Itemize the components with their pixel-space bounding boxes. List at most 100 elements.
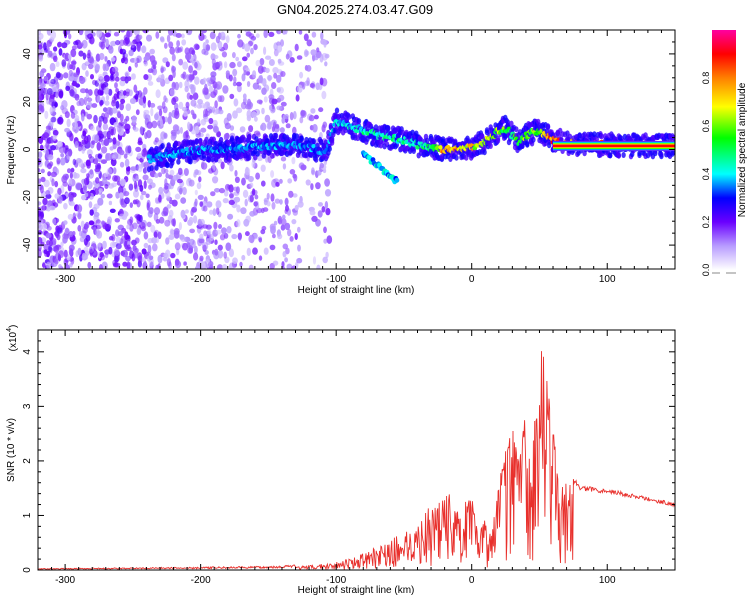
snr-scale-factor: (x104) (6, 325, 19, 352)
noise-blob (253, 44, 258, 51)
noise-blob (199, 233, 204, 240)
noise-blob (94, 88, 100, 97)
noise-blob (102, 177, 108, 186)
noise-blob (39, 184, 44, 194)
ridge-halo (190, 140, 196, 147)
noise-blob (138, 34, 143, 40)
noise-blob (303, 33, 309, 42)
noise-blob (110, 57, 116, 62)
noise-blob (147, 178, 153, 184)
noise-blob (208, 168, 214, 174)
noise-blob (218, 109, 224, 115)
noise-blob (247, 175, 254, 183)
noise-blob (178, 81, 183, 89)
noise-blob (319, 162, 325, 169)
noise-blob (279, 127, 285, 133)
noise-blob (49, 93, 56, 99)
noise-blob (216, 206, 220, 215)
ridge-halo (659, 151, 664, 158)
noise-blob (96, 30, 103, 38)
noise-blob (298, 30, 303, 35)
noise-blob (261, 107, 265, 115)
noise-blob (167, 30, 174, 36)
colorbar-label: Normalized spectral amplitude (737, 82, 748, 217)
noise-blob (69, 132, 74, 142)
noise-blob (131, 239, 137, 246)
noise-blob (75, 182, 82, 191)
noise-blob (303, 49, 309, 58)
noise-blob (323, 238, 328, 244)
ridge-halo (149, 165, 154, 172)
noise-blob (218, 61, 223, 66)
noise-blob (159, 216, 165, 224)
noise-blob (136, 152, 144, 160)
noise-blob (292, 193, 298, 198)
noise-blob (88, 63, 94, 70)
noise-blob (144, 132, 148, 140)
noise-blob (289, 112, 294, 121)
noise-blob (194, 198, 198, 207)
noise-blob (38, 80, 41, 86)
noise-blob (237, 61, 242, 68)
noise-blob (232, 257, 238, 265)
noise-blob (222, 35, 226, 41)
noise-blob (260, 164, 266, 172)
noise-blob (192, 70, 198, 76)
noise-blob (163, 95, 167, 103)
noise-blob (49, 205, 56, 211)
noise-blob (196, 182, 202, 190)
noise-blob (190, 99, 197, 107)
noise-blob (90, 74, 94, 80)
noise-blob (201, 242, 209, 251)
noise-blob (297, 84, 303, 93)
noise-blob (280, 71, 286, 77)
noise-blob (105, 224, 112, 230)
noise-blob (112, 262, 119, 268)
noise-blob (210, 42, 217, 51)
ridge-halo (454, 154, 459, 161)
noise-blob (163, 252, 169, 258)
noise-blob (252, 70, 257, 79)
noise-blob (319, 77, 324, 86)
noise-blob (151, 59, 158, 66)
noise-blob (200, 127, 207, 133)
noise-blob (42, 262, 46, 268)
noise-blob (69, 172, 73, 179)
colorbar-tick-label: 0.4 (701, 168, 711, 181)
noise-blob (302, 81, 306, 90)
noise-blob (271, 125, 275, 132)
noise-blob (115, 236, 121, 244)
noise-blob (324, 189, 332, 197)
noise-blob (135, 214, 142, 221)
noise-blob (235, 81, 242, 87)
noise-blob (104, 63, 110, 72)
noise-blob (292, 111, 297, 120)
noise-blob (152, 243, 158, 252)
noise-blob (187, 121, 191, 131)
noise-blob (214, 100, 218, 109)
noise-blob (204, 83, 208, 92)
noise-blob (135, 175, 139, 182)
noise-blob (146, 34, 152, 42)
noise-blob (121, 249, 128, 258)
noise-blob (278, 94, 285, 102)
noise-blob (58, 90, 64, 99)
noise-blob (52, 86, 59, 93)
noise-blob (223, 189, 229, 197)
noise-blob (157, 254, 163, 264)
noise-blob (285, 204, 289, 212)
noise-blob (207, 229, 212, 236)
noise-blob (129, 98, 137, 104)
noise-blob (117, 231, 124, 237)
noise-blob (81, 39, 88, 49)
noise-blob (110, 73, 114, 81)
noise-blob (185, 52, 192, 61)
noise-blob (297, 200, 304, 208)
noise-blob (151, 120, 158, 129)
noise-blob (172, 174, 179, 181)
noise-blob (110, 40, 117, 47)
noise-blob (323, 39, 327, 48)
noise-blob (143, 242, 149, 249)
noise-blob (94, 134, 100, 142)
noise-blob (153, 231, 158, 239)
